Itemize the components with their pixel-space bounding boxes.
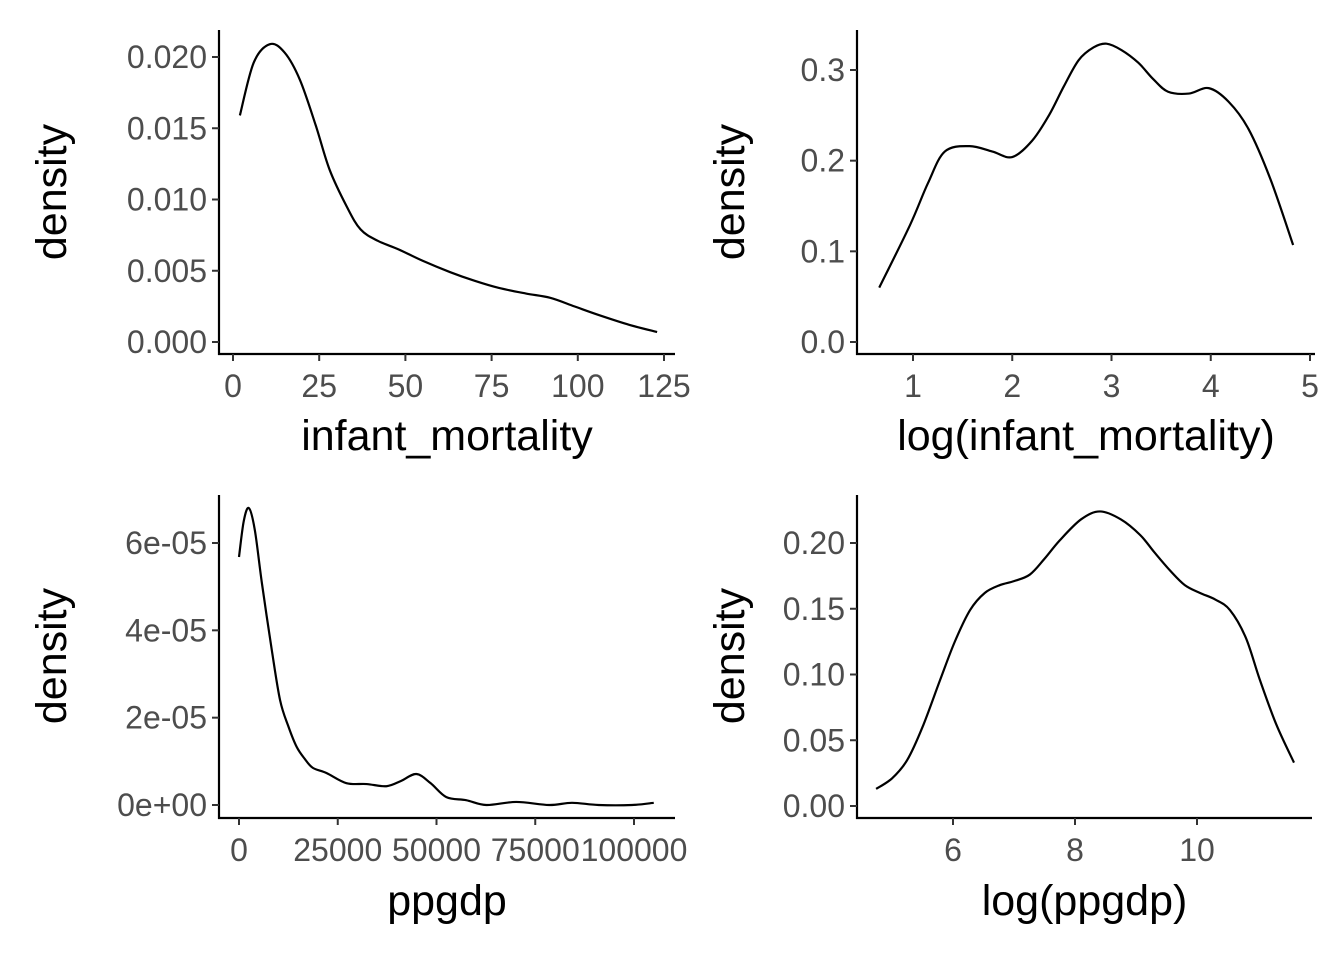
y-tick-label: 0.3 [801,52,845,88]
y-tick-label: 0.000 [127,324,207,360]
y-tick-label: 4e-05 [125,612,207,648]
x-tick-label: 100 [551,368,604,404]
y-tick-label: 0.020 [127,39,207,75]
x-axis-title: ppgdp [387,877,507,925]
panel-3: 0e+00 2e-05 4e-05 6e-05 0 25000 50000 75000 1000… [28,495,687,925]
density-curve [238,42,658,334]
panel-4: 0.00 0.05 0.10 0.15 0.20 6 8 10 log(ppgdp) densit… [706,495,1312,925]
x-tick-label: 2 [1003,368,1021,404]
y-axis-title: density [706,587,754,724]
density-curve [237,506,654,807]
x-tick-label: 0 [230,832,248,868]
y-tick-label: 0.15 [783,591,845,627]
x-tick-label: 5 [1301,368,1319,404]
x-tick-label: 8 [1066,832,1084,868]
y-tick-label: 0.010 [127,182,207,218]
x-tick-label: 50000 [392,832,481,868]
density-curve [878,42,1295,289]
x-tick-label: 100000 [581,832,688,868]
x-tick-label: 6 [944,832,962,868]
y-tick-label: 0.2 [801,143,845,179]
y-tick-label: 0.015 [127,110,207,146]
x-tick-label: 50 [388,368,424,404]
y-axis-title: density [28,123,76,260]
x-tick-label: 125 [637,368,690,404]
x-tick-label: 75000 [491,832,580,868]
x-tick-label: 0 [224,368,242,404]
y-tick-label: 0.1 [801,233,845,269]
x-tick-label: 1 [904,368,922,404]
y-tick-label: 0.00 [783,788,845,824]
y-tick-label: 0.005 [127,253,207,289]
y-tick-label: 0e+00 [117,787,207,823]
x-tick-label: 4 [1202,368,1220,404]
y-tick-label: 0.0 [801,324,845,360]
y-tick-label: 2e-05 [125,700,207,736]
y-tick-label: 6e-05 [125,525,207,561]
x-axis-title: infant_mortality [301,412,593,460]
panel-2: 0.0 0.1 0.2 0.3 1 2 3 4 5 log(infant_mortality) de… [706,30,1319,460]
x-axis-title: log(ppgdp) [982,877,1188,925]
y-axis-title: density [28,587,76,724]
y-tick-label: 0.20 [783,525,845,561]
x-tick-label: 75 [474,368,510,404]
y-axis-title: density [706,123,754,260]
panel-1: 0.000 0.005 0.010 0.015 0.020 0 25 50 75 100 125 in… [28,30,691,460]
x-tick-label: 3 [1103,368,1121,404]
x-axis-title: log(infant_mortality) [897,412,1275,460]
x-tick-label: 25 [301,368,337,404]
x-tick-label: 25000 [293,832,382,868]
density-curve [875,510,1295,790]
y-tick-label: 0.05 [783,722,845,758]
x-tick-label: 10 [1179,832,1215,868]
y-tick-label: 0.10 [783,657,845,693]
